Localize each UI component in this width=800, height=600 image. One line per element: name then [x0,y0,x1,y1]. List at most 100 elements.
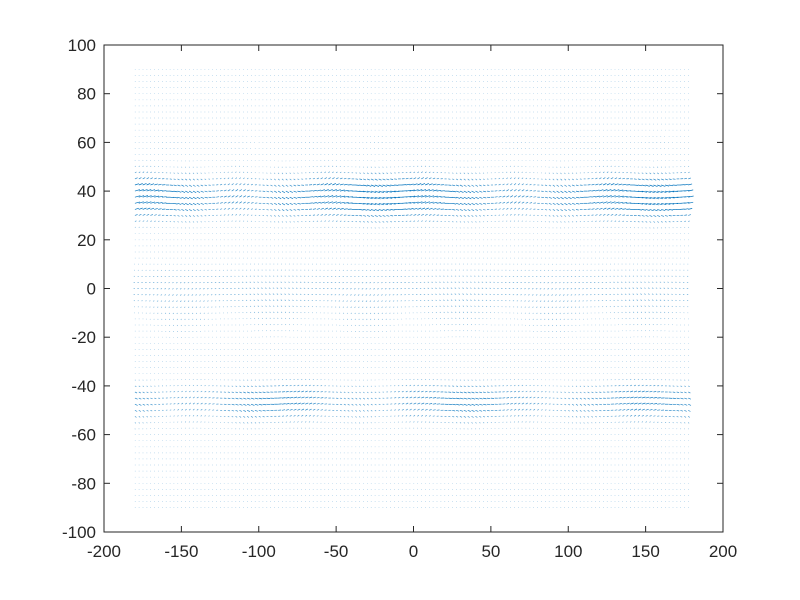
quiver-arrow [475,415,478,418]
quiver-arrow [227,397,231,400]
quiver-arrow [173,397,176,399]
quiver-arrow [479,397,483,400]
quiver-arrow [575,416,578,418]
quiver-arrow [541,397,544,399]
quiver-arrow [285,421,288,423]
quiver-arrow [296,299,298,301]
quiver-arrow [305,384,308,387]
quiver-arrow [142,403,146,406]
quiver-arrow [428,312,430,314]
quiver-arrow [575,385,578,387]
quiver-arrow [633,311,635,314]
quiver-arrow [636,305,639,308]
quiver-arrow [204,421,206,423]
quiver-arrow [258,428,260,430]
quiver-arrow [513,390,517,393]
quiver-arrow [258,385,261,387]
quiver-arrow [536,312,538,315]
quiver-arrow [168,300,171,302]
quiver-arrow [401,415,404,417]
quiver-arrow [528,306,530,308]
quiver-arrow [483,397,487,400]
quiver-arrow [653,403,658,405]
quiver-arrow [667,305,670,308]
quiver-arrow [467,385,470,388]
quiver-arrow [637,396,642,399]
quiver-arrow [142,422,144,424]
quiver-arrow [361,300,364,302]
quiver-arrow [451,305,453,308]
quiver-arrow [308,312,310,314]
quiver-arrow [431,305,434,308]
quiver-arrow [204,409,207,411]
quiver-arrow [253,299,256,301]
quiver-arrow [366,391,369,394]
quiver-arrow [452,391,456,393]
quiver-arrow [587,379,589,381]
quiver-arrow [420,427,422,429]
quiver-arrow [529,408,532,411]
quiver-arrow [199,312,201,314]
quiver-arrow [614,409,618,411]
quiver-arrow [618,421,620,423]
quiver-arrow [370,422,372,424]
quiver-arrow [277,317,279,320]
quiver-arrow [625,311,627,314]
quiver-arrow [595,385,597,387]
quiver-arrow [146,397,149,400]
quiver-arrow [599,391,602,393]
quiver-arrow [370,385,372,387]
quiver-arrow [362,306,364,309]
quiver-arrow [684,409,687,412]
quiver-arrow [347,416,350,418]
quiver-arrow [486,403,491,406]
quiver-arrow [305,378,307,381]
quiver-arrow [629,390,634,393]
quiver-arrow [467,379,469,381]
quiver-arrow [180,318,182,321]
quiver-arrow [656,311,658,314]
quiver-arrow [370,416,373,418]
quiver-arrow [463,385,466,388]
quiver-arrow [676,415,679,418]
quiver-arrow [405,415,408,417]
quiver-arrow [482,428,484,430]
quiver-arrow [297,427,299,429]
quiver-arrow [537,384,539,387]
quiver-arrow [409,396,413,399]
quiver-arrow [396,306,399,308]
quiver-arrow [571,416,574,418]
quiver-arrow [564,416,566,418]
quiver-arrow [462,299,465,301]
quiver-arrow [617,311,619,314]
quiver-arrow [539,306,542,308]
quiver-arrow [614,403,618,405]
quiver-arrow [266,409,270,412]
quiver-arrow [424,415,427,417]
quiver-arrow [641,396,646,399]
quiver-arrow [350,318,352,320]
quiver-arrow [385,300,387,302]
quiver-arrow [653,397,657,399]
quiver-arrow [246,428,248,430]
quiver-arrow [284,299,287,301]
quiver-arrow [134,391,138,394]
quiver-arrow [180,312,182,315]
quiver-arrow [192,384,195,387]
quiver-arrow [672,409,676,412]
quiver-arrow [470,311,472,314]
quiver-arrow [579,416,582,418]
quiver-arrow [359,410,361,412]
quiver-arrow [239,385,242,387]
quiver-arrow [563,318,565,321]
quiver-arrow [583,422,585,424]
quiver-arrow [478,317,480,320]
quiver-arrow [401,390,404,393]
quiver-arrow [359,379,361,381]
quiver-arrow [150,397,153,400]
quiver-arrow [231,422,233,424]
quiver-arrow [316,390,320,393]
quiver-arrow [513,408,517,411]
quiver-arrow [525,384,528,387]
quiver-arrow [397,409,400,411]
